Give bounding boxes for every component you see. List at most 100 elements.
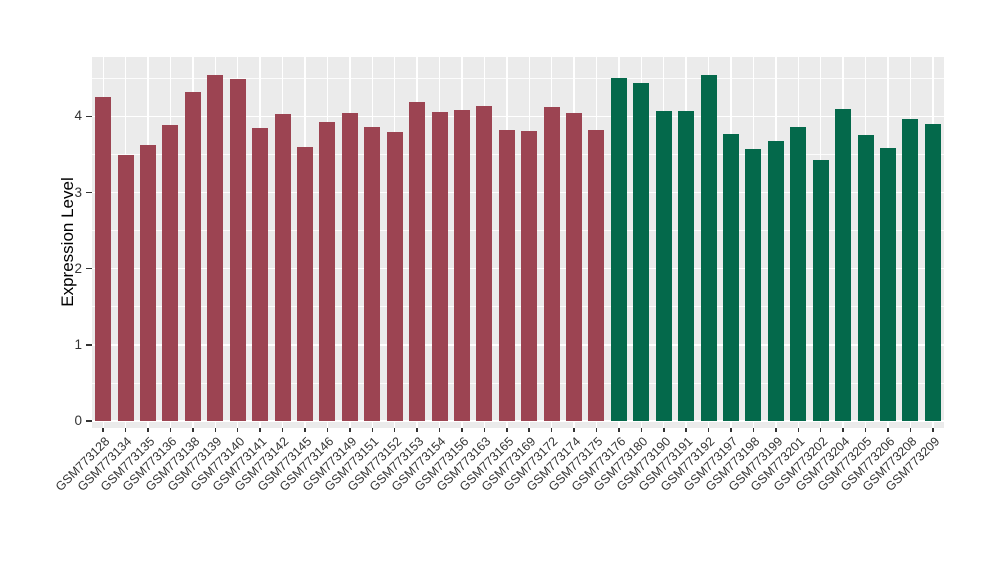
bar — [364, 127, 381, 421]
x-tick — [124, 428, 127, 432]
bar — [140, 145, 157, 421]
bar-slot: GSM773172 — [501, 57, 562, 494]
bar — [117, 154, 134, 421]
y-tick — [86, 267, 92, 270]
x-tick — [349, 428, 351, 432]
x-tick — [326, 428, 329, 432]
x-tick — [438, 428, 441, 432]
x-tick — [550, 428, 553, 432]
y-tick-label: 3 — [74, 184, 82, 200]
x-tick — [640, 428, 643, 432]
bar-slot: GSM773206 — [838, 57, 899, 494]
y-gridline-major — [92, 268, 944, 270]
bar — [184, 92, 201, 421]
bar — [745, 149, 762, 421]
bar-slot: GSM773139 — [165, 57, 226, 494]
bar-slot: GSM773145 — [255, 57, 316, 494]
x-tick — [416, 428, 418, 432]
bars-area: GSM773128 GSM773134 GSM773135 GSM773136 GSM7… — [53, 57, 944, 494]
bar — [229, 79, 246, 421]
bar-slot: GSM773163 — [434, 57, 495, 494]
bar — [655, 111, 672, 421]
y-tick-label: 1 — [74, 336, 82, 352]
bar-slot: GSM773174 — [524, 57, 585, 494]
x-tick — [864, 428, 867, 432]
bar-slot: GSM773208 — [860, 57, 921, 494]
y-gridline-minor — [92, 154, 944, 155]
bar-slot: GSM773153 — [367, 57, 428, 494]
bar — [678, 111, 695, 421]
bar-slot: GSM773209 — [882, 57, 944, 494]
x-tick — [304, 428, 306, 432]
x-tick — [775, 428, 777, 432]
x-tick — [393, 428, 396, 432]
y-gridline-minor — [92, 230, 944, 232]
x-tick — [461, 428, 463, 432]
x-tick — [281, 428, 284, 432]
y-gridline-minor — [92, 306, 944, 308]
bar — [588, 130, 605, 421]
bar-slot: GSM773199 — [726, 57, 787, 494]
y-tick — [86, 191, 92, 194]
bar — [790, 127, 807, 421]
x-tick — [595, 428, 598, 432]
bar — [566, 113, 583, 421]
bar-slot: GSM773142 — [232, 57, 293, 494]
bar-slot: GSM773152 — [344, 57, 405, 494]
bar — [879, 147, 896, 421]
bar — [453, 110, 470, 421]
y-tick-label: 4 — [74, 108, 82, 124]
bar-slot: GSM773201 — [748, 57, 809, 494]
bar-slot: GSM773190 — [613, 57, 675, 494]
bar — [207, 74, 224, 421]
bar — [857, 135, 874, 421]
x-tick — [259, 428, 261, 432]
bar — [274, 114, 291, 421]
y-gridline-major — [92, 115, 944, 118]
bar-slot: GSM773146 — [277, 57, 338, 494]
y-gridline-major — [92, 191, 944, 194]
x-tick — [707, 428, 710, 432]
y-gridline-major — [92, 420, 944, 422]
bar — [767, 140, 784, 421]
bar — [902, 118, 919, 421]
y-tick-label: 2 — [74, 260, 82, 276]
bar — [252, 127, 269, 421]
bar — [95, 96, 112, 421]
x-tick — [730, 428, 732, 432]
y-gridline-minor — [92, 382, 944, 384]
bar-slot: GSM773156 — [412, 57, 473, 494]
bar-slot: GSM773197 — [681, 57, 742, 494]
x-tick — [685, 428, 687, 432]
x-tick — [102, 428, 104, 432]
bar — [341, 113, 358, 421]
bar — [610, 78, 627, 421]
x-tick — [214, 428, 217, 432]
bar-slot: GSM773205 — [815, 57, 876, 494]
x-tick — [483, 428, 486, 432]
bar — [319, 121, 336, 421]
bar — [386, 132, 403, 421]
bar-slot: GSM773165 — [456, 57, 518, 494]
bar — [924, 124, 941, 421]
y-tick — [86, 420, 92, 422]
bar — [297, 146, 313, 421]
bar-slot: GSM773198 — [703, 57, 764, 494]
y-tick — [86, 344, 92, 346]
x-tick — [371, 428, 374, 432]
bar-slot: GSM773128 — [53, 57, 114, 494]
bar-slot: GSM773134 — [75, 57, 136, 494]
bar — [498, 130, 515, 421]
x-tick — [663, 428, 665, 432]
y-tick — [86, 115, 92, 118]
x-tick — [573, 428, 575, 432]
bar — [700, 74, 717, 421]
x-tick — [932, 428, 934, 432]
bar — [431, 111, 448, 421]
bar — [723, 133, 740, 421]
x-tick — [528, 428, 530, 432]
bar-slot: GSM773135 — [98, 57, 159, 494]
bar — [476, 105, 493, 421]
x-tick — [887, 428, 889, 432]
